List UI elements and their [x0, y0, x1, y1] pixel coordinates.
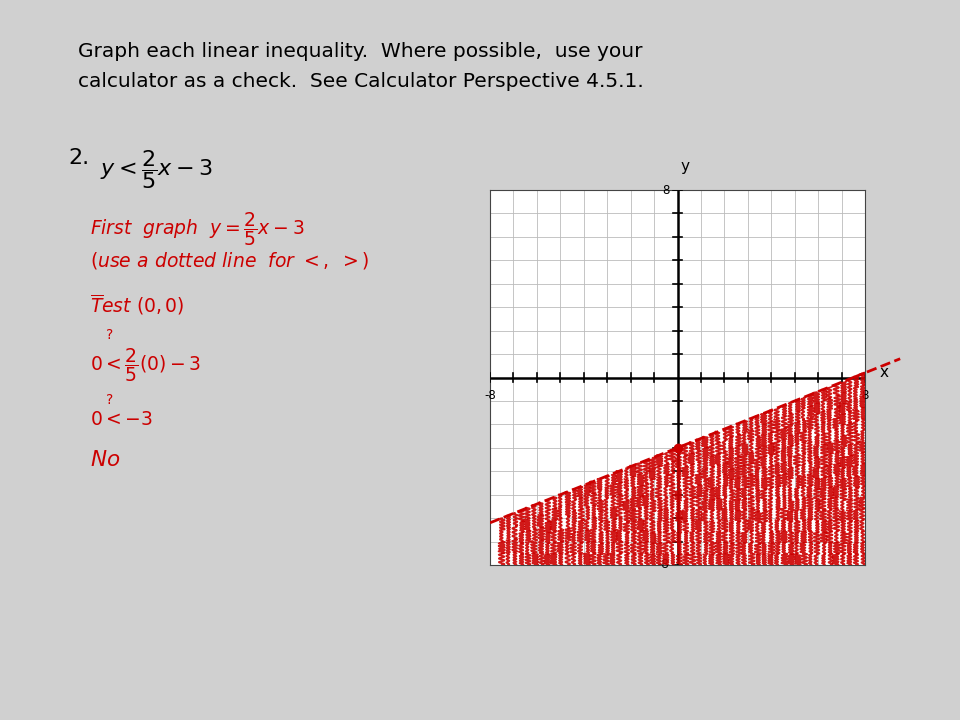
Text: $\overline{\mathit{T}}$est $\mathit{(0,0)}$: $\overline{\mathit{T}}$est $\mathit{(0,0… [90, 292, 184, 317]
Text: $\mathit{(use\ a\ dotted\ line\ \ for\ <,\ >)}$: $\mathit{(use\ a\ dotted\ line\ \ for\ <… [90, 250, 369, 271]
Text: 8: 8 [861, 390, 869, 402]
Text: y: y [680, 158, 689, 174]
Text: $0 < -3$: $0 < -3$ [90, 410, 153, 429]
Text: $?$: $?$ [105, 393, 113, 407]
Text: x: x [879, 365, 888, 380]
Text: -8: -8 [484, 390, 496, 402]
Text: $?$: $?$ [105, 328, 113, 342]
Text: $0 < \dfrac{2}{5}(0) - 3$: $0 < \dfrac{2}{5}(0) - 3$ [90, 346, 202, 384]
Text: $\mathit{F}$irst  graph  $y = \dfrac{2}{5}x - 3$: $\mathit{F}$irst graph $y = \dfrac{2}{5}… [90, 210, 304, 248]
Text: $\mathit{No}$: $\mathit{No}$ [90, 450, 120, 470]
Text: $y < \dfrac{2}{5}x-3$: $y < \dfrac{2}{5}x-3$ [100, 148, 213, 191]
Text: 2.: 2. [68, 148, 89, 168]
Text: 8: 8 [662, 184, 669, 197]
Text: Graph each linear inequality.  Where possible,  use your: Graph each linear inequality. Where poss… [78, 42, 642, 61]
Text: calculator as a check.  See Calculator Perspective 4.5.1.: calculator as a check. See Calculator Pe… [78, 72, 644, 91]
Text: -8: -8 [658, 559, 669, 572]
